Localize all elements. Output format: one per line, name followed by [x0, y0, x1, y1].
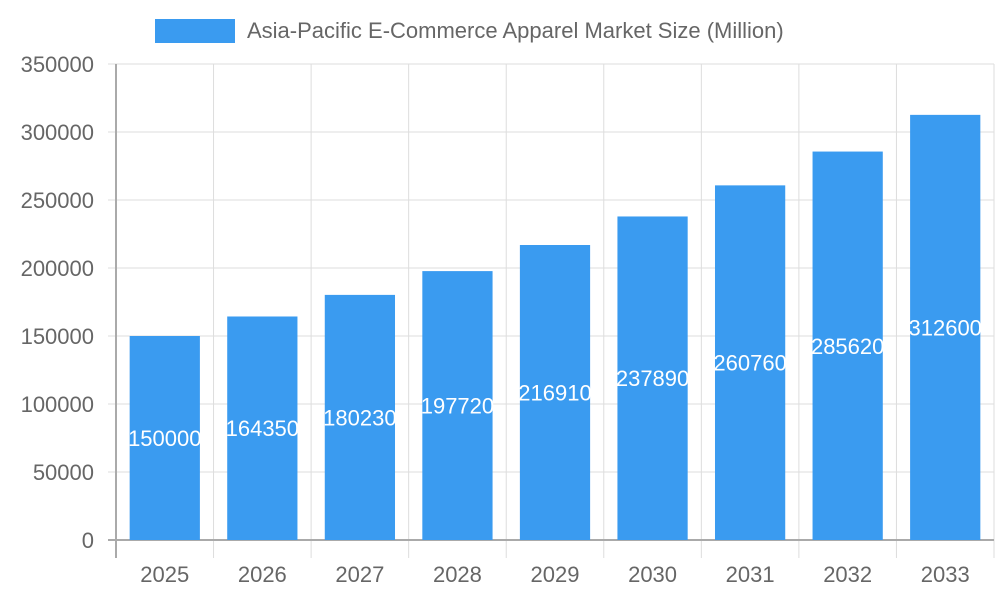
- bar: [519, 245, 591, 541]
- x-tick-label: 2025: [140, 562, 189, 587]
- y-tick-label: 100000: [21, 392, 94, 417]
- x-tick-label: 2031: [726, 562, 775, 587]
- x-tick-label: 2027: [335, 562, 384, 587]
- y-tick-label: 350000: [21, 52, 94, 77]
- y-tick-label: 250000: [21, 188, 94, 213]
- x-tick-label: 2029: [531, 562, 580, 587]
- bar: [422, 271, 493, 540]
- bar: [910, 114, 981, 540]
- bar-value-label: 197720: [421, 394, 494, 419]
- y-tick-label: 200000: [21, 256, 94, 281]
- x-tick-label: 2032: [823, 562, 872, 587]
- y-tick-label: 150000: [21, 324, 94, 349]
- bar-value-label: 180230: [323, 405, 396, 430]
- x-tick-label: 2033: [921, 562, 970, 587]
- bar-value-label: 312600: [909, 315, 982, 340]
- legend-label: Asia-Pacific E-Commerce Apparel Market S…: [247, 18, 784, 43]
- y-tick-label: 300000: [21, 120, 94, 145]
- bar: [129, 336, 200, 540]
- bar-value-label: 216910: [518, 381, 591, 406]
- x-tick-label: 2028: [433, 562, 482, 587]
- y-tick-label: 0: [82, 528, 94, 553]
- chart-legend[interactable]: Asia-Pacific E-Commerce Apparel Market S…: [155, 18, 784, 44]
- bar: [324, 294, 396, 540]
- bar: [812, 151, 883, 540]
- legend-swatch: [155, 19, 235, 43]
- bar-value-label: 237890: [616, 366, 689, 391]
- bar-value-label: 260760: [713, 351, 786, 376]
- x-tick-label: 2026: [238, 562, 287, 587]
- x-tick-label: 2030: [628, 562, 677, 587]
- bar: [714, 185, 786, 540]
- bar: [617, 216, 688, 540]
- bar-value-label: 150000: [128, 426, 201, 451]
- bar-value-label: 285620: [811, 334, 884, 359]
- bar: [227, 316, 298, 540]
- bar-value-label: 164350: [226, 416, 299, 441]
- y-tick-label: 50000: [33, 460, 94, 485]
